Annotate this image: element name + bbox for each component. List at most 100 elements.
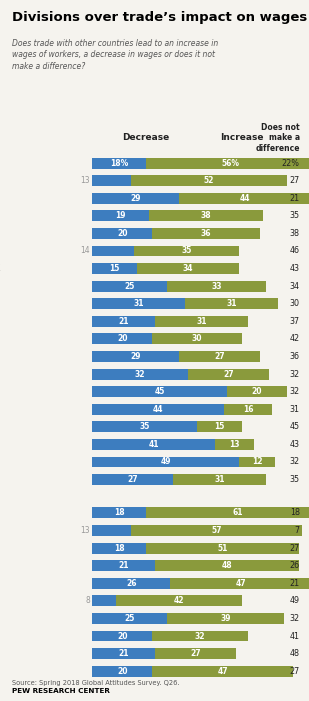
Bar: [152, 631, 248, 641]
Bar: [92, 456, 239, 468]
Bar: [92, 210, 149, 222]
Text: 31: 31: [226, 299, 237, 308]
Bar: [92, 631, 152, 641]
Text: 38: 38: [201, 211, 211, 220]
Bar: [92, 421, 197, 433]
Text: 34: 34: [290, 282, 300, 291]
Text: 20: 20: [252, 387, 262, 396]
Text: 45: 45: [154, 387, 165, 396]
Bar: [92, 175, 131, 186]
Text: 49: 49: [160, 458, 171, 466]
Bar: [92, 228, 152, 239]
Text: 20: 20: [117, 667, 128, 676]
Text: 15: 15: [109, 264, 120, 273]
Text: 37: 37: [290, 317, 300, 326]
Text: 26: 26: [126, 579, 137, 587]
Bar: [179, 351, 260, 362]
Text: 7: 7: [295, 526, 300, 535]
Text: 18: 18: [114, 508, 125, 517]
Text: 48: 48: [222, 562, 232, 570]
Bar: [92, 666, 152, 676]
Bar: [92, 578, 170, 589]
Text: 21: 21: [118, 317, 129, 326]
Bar: [92, 351, 179, 362]
Text: 12: 12: [252, 458, 262, 466]
Bar: [188, 369, 269, 379]
Text: Decrease: Decrease: [123, 133, 170, 142]
Text: 36: 36: [201, 229, 211, 238]
Bar: [146, 508, 309, 519]
Text: 27: 27: [223, 369, 234, 379]
Text: 21: 21: [290, 193, 300, 203]
Bar: [152, 334, 242, 344]
Text: 16: 16: [243, 404, 253, 414]
Text: 32: 32: [290, 369, 300, 379]
Text: 18: 18: [290, 508, 300, 517]
Text: 48: 48: [290, 649, 300, 658]
Text: 35: 35: [181, 247, 192, 255]
Bar: [239, 456, 275, 468]
Text: 27: 27: [214, 352, 225, 361]
Bar: [227, 386, 287, 397]
Text: 52: 52: [204, 176, 214, 185]
Text: 25: 25: [125, 614, 135, 623]
Text: 43: 43: [290, 264, 300, 273]
Bar: [155, 316, 248, 327]
Bar: [92, 474, 173, 485]
Bar: [167, 613, 284, 624]
Text: 20: 20: [117, 229, 128, 238]
Bar: [92, 404, 224, 415]
Text: 22%: 22%: [282, 158, 300, 168]
Bar: [92, 543, 146, 554]
Text: 21: 21: [118, 562, 129, 570]
Text: 47: 47: [217, 667, 228, 676]
Text: Does trade with other countries lead to an increase in
wages of workers, a decre: Does trade with other countries lead to …: [12, 39, 218, 72]
Text: 35: 35: [139, 422, 150, 431]
Bar: [116, 595, 242, 606]
Text: 27: 27: [290, 667, 300, 676]
Bar: [92, 369, 188, 379]
Text: 26: 26: [290, 562, 300, 570]
Bar: [152, 666, 293, 676]
Text: 32: 32: [290, 614, 300, 623]
Text: 29: 29: [130, 193, 141, 203]
Text: 13: 13: [80, 176, 90, 185]
Text: 49: 49: [290, 597, 300, 606]
Text: 32: 32: [290, 458, 300, 466]
Text: 32: 32: [135, 369, 146, 379]
Text: 42: 42: [290, 334, 300, 343]
Bar: [131, 175, 287, 186]
Text: 29: 29: [130, 352, 141, 361]
Text: 20: 20: [117, 632, 128, 641]
Text: Divisions over trade’s impact on wages: Divisions over trade’s impact on wages: [12, 11, 308, 24]
Text: 30: 30: [290, 299, 300, 308]
Bar: [92, 613, 167, 624]
Text: 34: 34: [183, 264, 193, 273]
Text: 44: 44: [240, 193, 250, 203]
Text: 56%: 56%: [221, 158, 239, 168]
Text: 31: 31: [290, 404, 300, 414]
Text: 47: 47: [235, 579, 246, 587]
Bar: [146, 158, 309, 168]
Bar: [173, 474, 266, 485]
Text: 51: 51: [218, 543, 228, 552]
Text: 20: 20: [117, 334, 128, 343]
Bar: [155, 648, 236, 659]
Bar: [167, 280, 266, 292]
Text: 43: 43: [290, 440, 300, 449]
Text: 45: 45: [290, 422, 300, 431]
Text: 25: 25: [125, 282, 135, 291]
Bar: [224, 404, 272, 415]
Text: Increase: Increase: [220, 133, 264, 142]
Text: 44: 44: [153, 404, 163, 414]
Bar: [92, 508, 146, 519]
Text: 35: 35: [290, 211, 300, 220]
Text: 15: 15: [214, 422, 225, 431]
Bar: [152, 228, 260, 239]
Text: 18%: 18%: [110, 158, 128, 168]
Text: 21: 21: [118, 649, 129, 658]
Text: 32: 32: [290, 387, 300, 396]
Text: 27: 27: [290, 543, 300, 552]
Text: 31: 31: [197, 317, 207, 326]
Bar: [92, 316, 155, 327]
